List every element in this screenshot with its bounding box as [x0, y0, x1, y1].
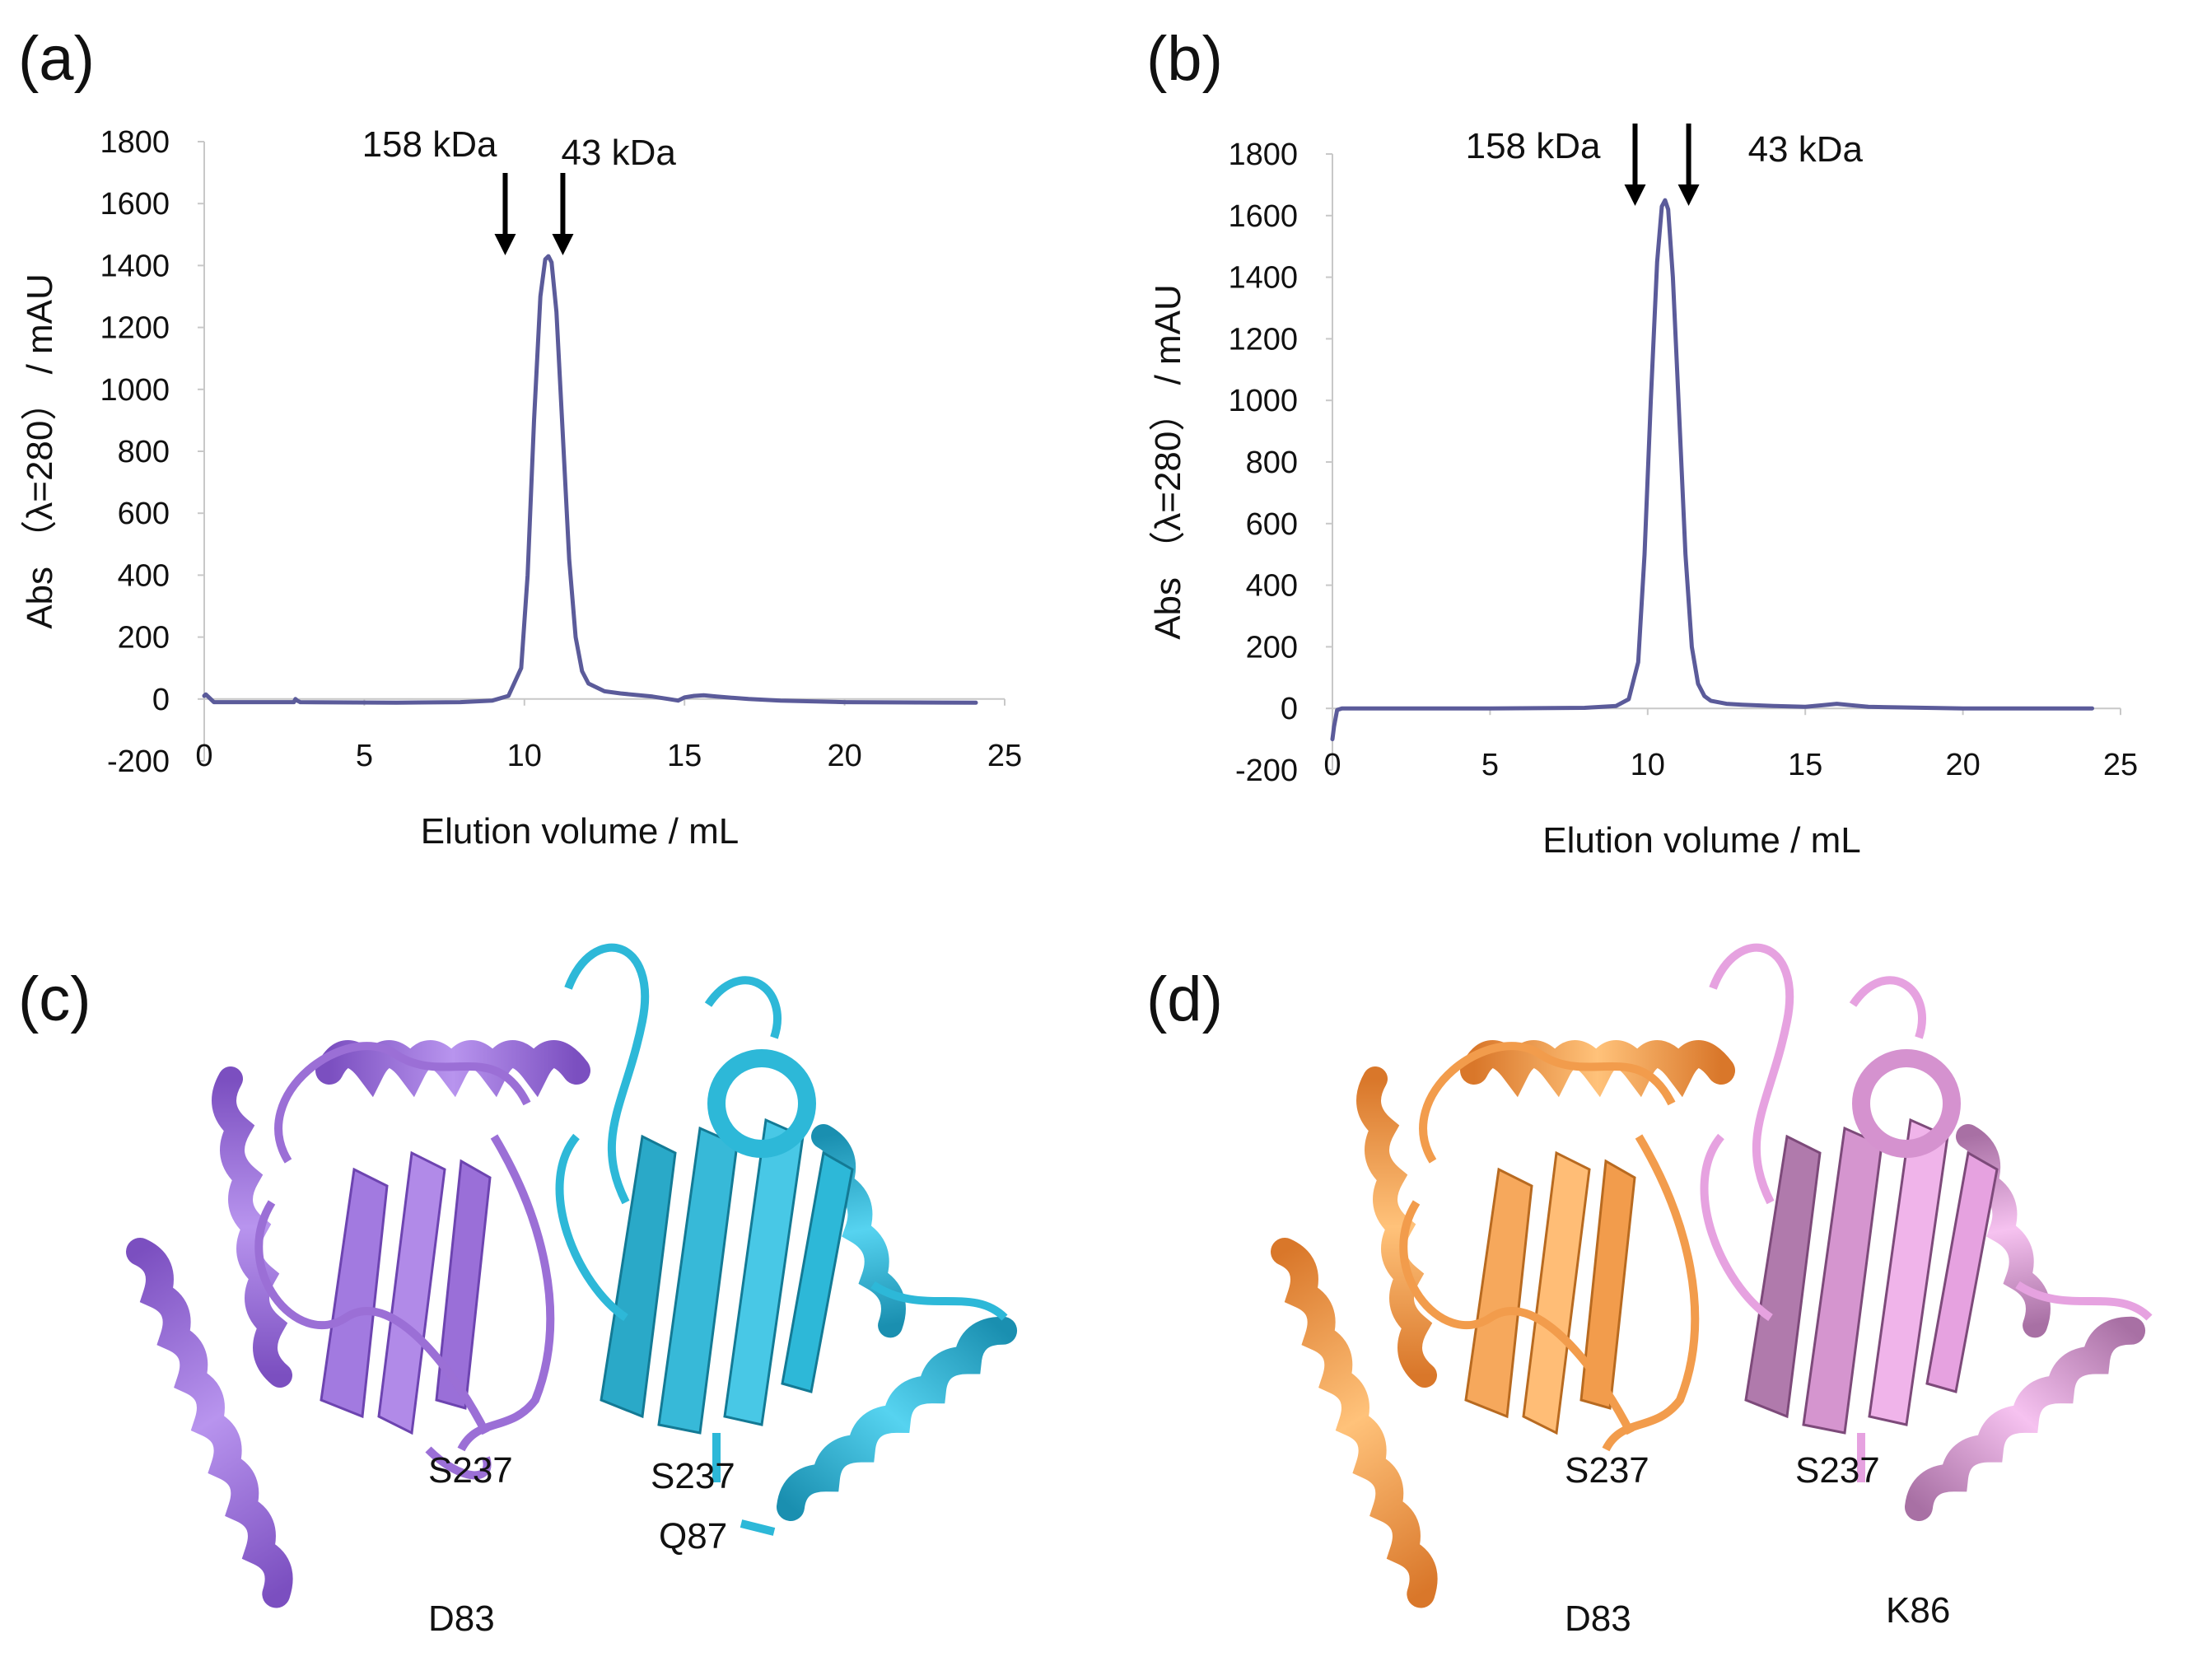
- chart-b-y-tick-label: 200: [1246, 630, 1298, 665]
- structure-d-chain-2: [1700, 943, 2153, 1521]
- residue-label-c-s237-right: S237: [651, 1456, 735, 1496]
- chart-b-series-line: [1330, 198, 2094, 742]
- chart-b-x-tick-label: 15: [1788, 748, 1822, 782]
- chart-a-y-tick-label: -200: [107, 744, 170, 779]
- chart-b-x-tick-label: 25: [2103, 748, 2138, 782]
- chart-b-x-tick-label: 10: [1631, 748, 1665, 782]
- chart-b-y-tick-label: 800: [1246, 446, 1298, 480]
- chart-b-y-tick-label: 1800: [1228, 138, 1298, 172]
- chart-a-marker-arrow-head: [552, 234, 574, 255]
- chart-a-x-tick-label: 15: [667, 739, 702, 773]
- chart-a-x-tick-label: 20: [827, 739, 861, 773]
- chart-a-x-tick-label: 25: [987, 739, 1022, 773]
- panel-label-a: (a): [18, 24, 95, 94]
- chart-b-y-tick-label: 1000: [1228, 384, 1298, 418]
- chart-a-y-tick-label: 1600: [100, 187, 170, 222]
- chart-a-x-tick-label: 5: [356, 739, 373, 773]
- chart-a-y-tick-label: 1000: [100, 373, 170, 408]
- chart-b-y-tick-label: 1200: [1228, 322, 1298, 357]
- protein-structures: S237 S237 Q87 D83 S237 S237 D83 K86: [126, 943, 2153, 1639]
- chart-a-y-tick-label: 1400: [100, 249, 170, 283]
- chart-a-marker-arrow-head: [494, 234, 516, 255]
- residue-label-c-s237-left: S237: [428, 1450, 513, 1491]
- chart-b-x-axis-title: Elution volume / mL: [1542, 820, 1860, 861]
- chart-b-marker-arrow-head: [1677, 184, 1700, 206]
- chart-b-y-tick-label: 1600: [1228, 199, 1298, 234]
- chart-b-y-axis-title: Abs （λ=280） / mAU: [1148, 284, 1188, 640]
- chart-a-y-axis-title: Abs （λ=280） / mAU: [20, 273, 60, 629]
- residue-label-c-d83: D83: [428, 1598, 495, 1639]
- chart-a-x-axis-title: Elution volume / mL: [421, 811, 739, 852]
- chart-b-y-tick-label: 400: [1246, 569, 1298, 604]
- chart-b: -200 0 200 400 600 800 1000 1200 1400 1600 1800 0 5 1…: [1148, 124, 2138, 861]
- chart-b-y-tick-label: -200: [1235, 754, 1298, 788]
- chart-a-y-tick-label: 800: [118, 435, 170, 469]
- structure-d-chain-1: [1271, 1040, 1735, 1608]
- chart-a-x-tick-label: 0: [195, 739, 212, 773]
- chart-a: -200 0 200 400 600 800 1000 1200 1400 1600 1800 0 5 1…: [20, 124, 1022, 852]
- chart-a-x-tick-label: 10: [507, 739, 542, 773]
- chart-b-x-tick-label: 0: [1323, 748, 1341, 782]
- chart-a-y-tick-label: 0: [152, 683, 170, 717]
- panel-label-b: (b): [1146, 24, 1223, 94]
- structure-c-chain-1: [126, 1040, 590, 1608]
- chart-a-marker-label: 43 kDa: [561, 133, 676, 173]
- chart-b-marker-label: 158 kDa: [1466, 126, 1601, 166]
- chart-a-y-tick-label: 200: [118, 621, 170, 656]
- residue-label-c-q87: Q87: [659, 1516, 727, 1556]
- chart-b-y-tick-label: 600: [1246, 507, 1298, 542]
- residue-label-d-s237-right: S237: [1795, 1450, 1880, 1491]
- chart-b-marker-label: 43 kDa: [1748, 129, 1864, 170]
- chart-b-marker-arrow-head: [1624, 184, 1646, 206]
- panel-label-d: (d): [1146, 964, 1223, 1034]
- chart-a-y-tick-label: 400: [118, 558, 170, 593]
- residue-label-d-d83: D83: [1565, 1598, 1631, 1639]
- panel-label-c: (c): [18, 964, 91, 1034]
- chart-b-x-tick-label: 20: [1945, 748, 1980, 782]
- chart-a-y-tick-label: 1800: [100, 125, 170, 160]
- chart-b-x-tick-label: 5: [1481, 748, 1499, 782]
- chart-a-y-tick-label: 600: [118, 497, 170, 531]
- chart-a-series-line: [202, 254, 978, 705]
- chart-a-marker-label: 158 kDa: [362, 124, 497, 165]
- structure-c-chain-2: [555, 943, 1018, 1536]
- chart-b-y-tick-label: 1400: [1228, 261, 1298, 296]
- residue-label-d-k86: K86: [1886, 1590, 1950, 1631]
- chart-a-y-tick-label: 1200: [100, 311, 170, 346]
- residue-label-d-s237-left: S237: [1565, 1450, 1649, 1491]
- chart-b-y-tick-label: 0: [1281, 692, 1298, 726]
